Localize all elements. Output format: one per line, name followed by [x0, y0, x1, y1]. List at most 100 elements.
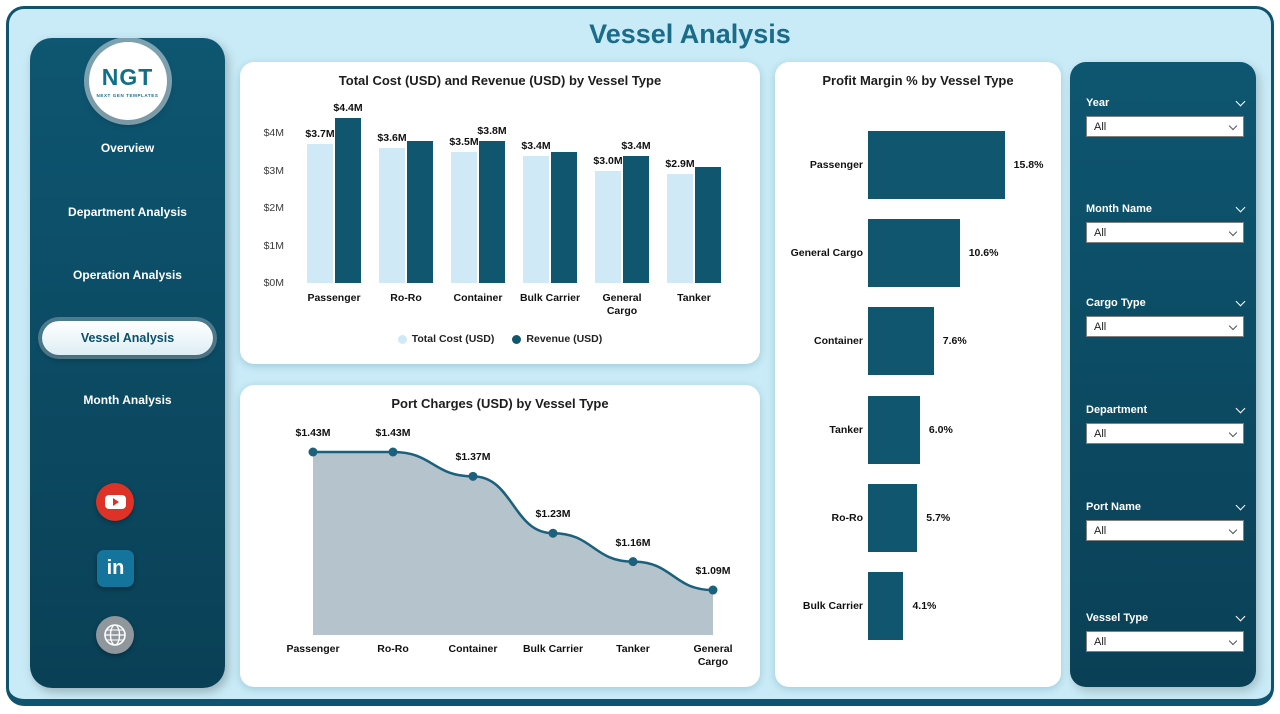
y-axis-tick: $0M: [263, 277, 284, 289]
y-axis-category: Tanker: [829, 423, 863, 436]
sidebar-item-month-analysis[interactable]: Month Analysis: [83, 393, 172, 407]
profit-margin-bar[interactable]: [868, 572, 904, 640]
data-point[interactable]: [628, 557, 638, 567]
port-name-dropdown[interactable]: All: [1086, 520, 1244, 541]
legend-item[interactable]: Revenue (USD): [512, 333, 602, 345]
x-axis-category: Bulk Carrier: [519, 292, 581, 304]
profit-margin-bar[interactable]: [868, 219, 960, 288]
month-name-dropdown[interactable]: All: [1086, 222, 1244, 243]
filter-department: Department All: [1086, 403, 1246, 444]
x-axis-category: General Cargo: [602, 292, 642, 317]
data-label: $1.37M: [455, 451, 491, 464]
total-cost-bar[interactable]: [595, 170, 621, 283]
area-fill: [313, 452, 713, 635]
y-axis-category: Container: [813, 335, 863, 348]
data-label: $3.8M: [477, 124, 507, 137]
x-axis-category: Tanker: [677, 292, 711, 304]
filter-cargo-type: Cargo Type All: [1086, 296, 1246, 337]
total-cost-bar[interactable]: [451, 151, 477, 283]
department-dropdown-value: All: [1094, 427, 1107, 440]
total-cost-bar[interactable]: [379, 148, 405, 283]
total-cost-bar[interactable]: [307, 144, 333, 283]
data-label: $1.09M: [695, 565, 731, 578]
data-point[interactable]: [308, 447, 318, 457]
revenue-bar[interactable]: [623, 155, 649, 283]
revenue-bar[interactable]: [479, 140, 505, 283]
chevron-down-icon: [1235, 403, 1246, 414]
cargo-type-dropdown[interactable]: All: [1086, 316, 1244, 337]
port-charges-plot: $1.43M Passenger $1.43M Ro-Ro $1.37M Containe…: [240, 385, 760, 687]
year-dropdown[interactable]: All: [1086, 116, 1244, 137]
revenue-bar[interactable]: [407, 140, 433, 283]
page-title: Vessel Analysis: [589, 19, 791, 49]
revenue-bar[interactable]: [551, 151, 577, 283]
y-axis-tick: $3M: [263, 164, 284, 177]
filter-port-name-label: Port Name: [1086, 501, 1142, 513]
website-icon[interactable]: [96, 616, 134, 654]
data-label: 4.1%: [912, 600, 937, 612]
chevron-down-icon: [1228, 525, 1238, 534]
x-axis-category: Passenger: [286, 643, 340, 655]
data-point[interactable]: [548, 528, 558, 538]
data-point[interactable]: [708, 585, 718, 595]
profit-margin-chart-title: Profit Margin % by Vessel Type: [822, 73, 1014, 88]
year-dropdown-value: All: [1094, 120, 1107, 133]
data-label: $1.43M: [295, 427, 331, 439]
data-label: $2.9M: [665, 158, 695, 171]
chevron-down-icon: [1228, 428, 1238, 437]
profit-margin-bar[interactable]: [868, 483, 918, 552]
filter-vessel-type-header[interactable]: Vessel Type: [1086, 611, 1246, 624]
youtube-icon[interactable]: [96, 483, 134, 521]
data-label: $1.43M: [375, 427, 411, 439]
x-axis-category: Container: [448, 643, 498, 655]
youtube-play-badge: [104, 495, 126, 509]
linkedin-icon[interactable]: in: [97, 550, 134, 587]
legend-item[interactable]: Total Cost (USD): [397, 333, 494, 345]
filter-cargo-type-header[interactable]: Cargo Type: [1086, 296, 1246, 309]
legend-label: Revenue (USD): [526, 333, 603, 345]
data-label: $3.7M: [305, 128, 335, 141]
filter-year-header[interactable]: Year: [1086, 96, 1246, 109]
chevron-down-icon: [1228, 321, 1238, 330]
sidebar-item-vessel-analysis[interactable]: Vessel Analysis: [42, 321, 213, 355]
filter-month-name-header[interactable]: Month Name: [1086, 202, 1246, 215]
sidebar: NGT NEXT GEN TEMPLATES Overview Departme…: [30, 38, 225, 688]
revenue-bar[interactable]: [335, 118, 361, 283]
revenue-bar[interactable]: [695, 166, 721, 283]
filter-port-name-header[interactable]: Port Name: [1086, 500, 1246, 513]
port-charges-chart-title: Port Charges (USD) by Vessel Type: [391, 396, 609, 411]
department-dropdown[interactable]: All: [1086, 423, 1244, 444]
profit-margin-bar[interactable]: [868, 131, 1005, 199]
data-point[interactable]: [468, 471, 478, 481]
sidebar-item-overview[interactable]: Overview: [100, 141, 155, 155]
data-label: $4.4M: [333, 102, 363, 114]
data-label: $3.5M: [449, 135, 479, 148]
x-axis-category: General Cargo: [693, 643, 733, 668]
cost-revenue-chart-card: Total Cost (USD) and Revenue (USD) by Ve…: [240, 62, 760, 364]
ngt-logo: NGT NEXT GEN TEMPLATES: [88, 42, 167, 120]
profit-margin-bar[interactable]: [868, 395, 920, 464]
y-axis-category: General Cargo: [790, 247, 863, 260]
total-cost-bar[interactable]: [667, 174, 693, 283]
y-axis-tick: $1M: [263, 239, 284, 252]
port-charges-svg[interactable]: [240, 385, 760, 687]
cost-revenue-legend: Total Cost (USD) Revenue (USD): [240, 333, 760, 345]
data-label: 10.6%: [968, 247, 999, 260]
x-axis-category: Ro-Ro: [390, 292, 422, 304]
data-point[interactable]: [388, 447, 398, 457]
x-axis-category: Tanker: [616, 643, 650, 655]
play-triangle-icon: [112, 498, 119, 506]
filter-department-header[interactable]: Department: [1086, 403, 1246, 416]
chevron-down-icon: [1235, 96, 1246, 107]
vessel-type-dropdown-value: All: [1094, 635, 1107, 648]
sidebar-item-department-analysis[interactable]: Department Analysis: [68, 205, 187, 219]
data-label: $3.0M: [593, 154, 623, 167]
logo-tagline: NEXT GEN TEMPLATES: [96, 93, 159, 98]
filter-cargo-type-label: Cargo Type: [1086, 297, 1146, 309]
sidebar-item-operation-analysis[interactable]: Operation Analysis: [73, 268, 182, 282]
profit-margin-bar[interactable]: [868, 307, 934, 376]
vessel-type-dropdown[interactable]: All: [1086, 631, 1244, 652]
total-cost-bar[interactable]: [523, 155, 549, 283]
chevron-down-icon: [1235, 500, 1246, 511]
legend-dot-icon: [512, 334, 522, 344]
